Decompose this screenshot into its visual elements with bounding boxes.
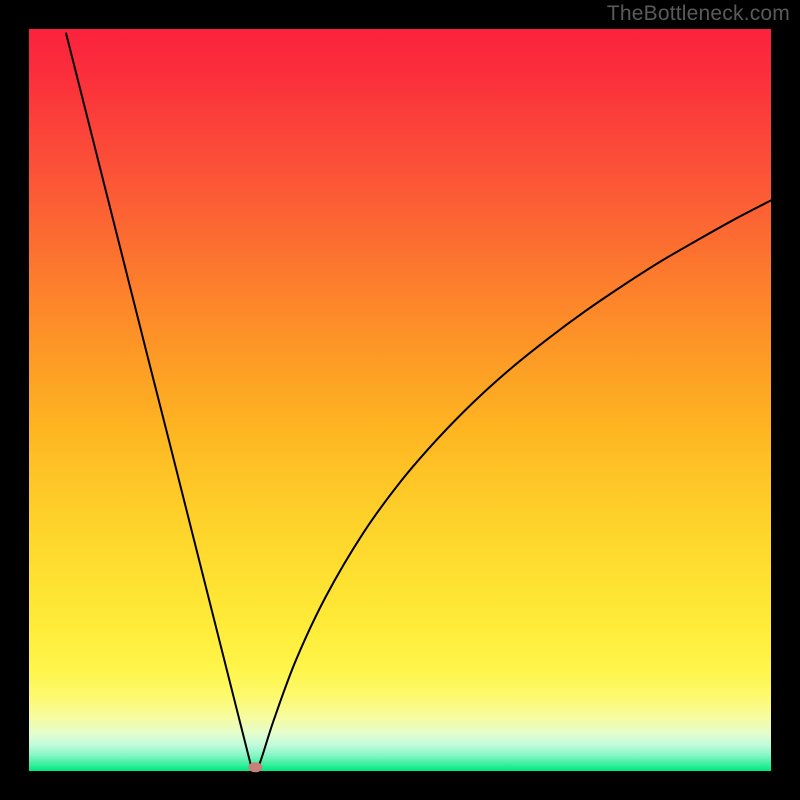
chart-curve-layer: [29, 29, 771, 771]
watermark-text: TheBottleneck.com: [607, 2, 790, 26]
bottleneck-curve: [66, 33, 771, 771]
vertex-marker: [248, 762, 262, 772]
chart-plot-area: [29, 29, 771, 771]
